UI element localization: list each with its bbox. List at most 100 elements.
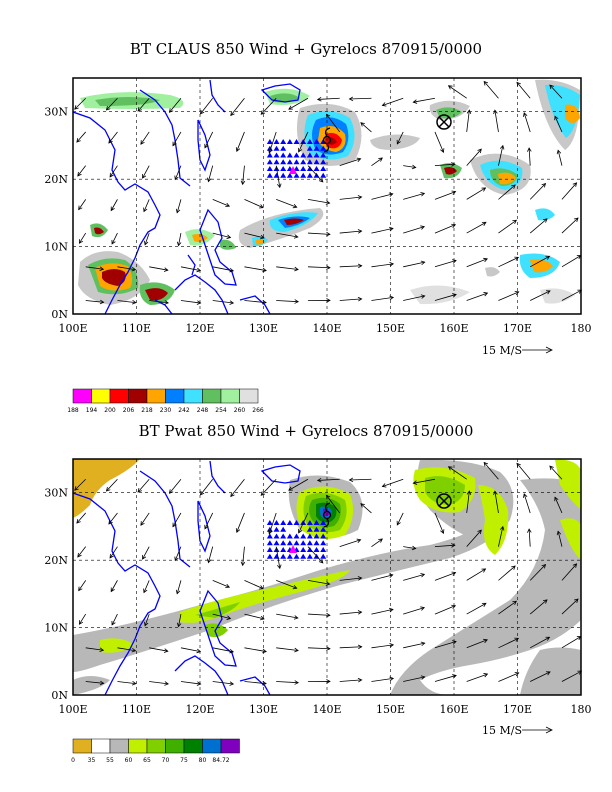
wind-vector: [498, 637, 519, 649]
wind-vector-head: [294, 266, 299, 272]
triangle-marker: [273, 139, 280, 145]
wind-vector: [516, 82, 531, 99]
wind-vector: [178, 233, 182, 246]
wind-vector: [339, 230, 362, 234]
wind-vector-head: [545, 255, 551, 260]
wind-vector-head: [574, 217, 579, 222]
wind-vector-head: [483, 80, 489, 86]
colorbar-swatch: [146, 738, 166, 754]
wind-vector-head: [226, 615, 232, 620]
wind-vector-head: [326, 298, 331, 303]
wind-vector-head: [76, 519, 81, 524]
wind-vector: [498, 565, 516, 581]
wind-vector-head: [260, 234, 265, 240]
wind-vector: [149, 681, 169, 685]
wind-vector-head: [77, 552, 82, 558]
wind-vector: [142, 546, 150, 560]
wind-vector: [106, 478, 118, 492]
wind-vector-head: [516, 462, 521, 468]
wind-vector-head: [163, 648, 169, 653]
triangle-marker: [273, 520, 280, 526]
colorbar-swatch: [183, 738, 203, 754]
triangle-marker: [266, 533, 273, 539]
wind-vector: [498, 672, 519, 682]
wind-vector: [466, 602, 487, 615]
gyre-marker-circled-x: [436, 493, 452, 509]
wind-vector-head: [389, 295, 395, 301]
wind-vector-head: [144, 240, 149, 246]
wind-vector: [276, 266, 299, 270]
wind-vector: [349, 478, 372, 481]
wind-vector-head: [230, 492, 235, 498]
wind-vector-head: [357, 677, 363, 683]
lon-labels: 100E 110E 120E 130E 140E 150E 160E 170E 180: [58, 703, 591, 716]
wind-vector: [109, 165, 118, 178]
wind-vector: [307, 613, 330, 616]
colorbar-label: 60: [125, 757, 133, 764]
wind-vector: [85, 266, 104, 270]
triangle-marker: [266, 520, 273, 526]
wind-vector: [498, 219, 517, 234]
triangle-marker: [266, 159, 273, 165]
wind-vector-head: [240, 180, 246, 186]
triangle-marker: [266, 139, 273, 145]
triangle-marker: [320, 547, 327, 553]
triangle-marker: [280, 139, 287, 145]
wind-vector-head: [262, 267, 267, 273]
colorbar-swatch: [165, 738, 185, 754]
pwat-wind-map: 0N 10N 20N 30N 100E 110E 120E 130E 140E 150E 160E…: [44, 458, 592, 737]
wind-vector: [149, 647, 168, 652]
wind-vector-head: [230, 111, 235, 117]
wind-vector: [403, 295, 425, 301]
wind-vector-head: [316, 477, 322, 483]
wind-vector-head: [378, 538, 383, 543]
wind-vector: [549, 465, 563, 480]
wind-vector: [530, 255, 550, 268]
lon-label: 170E: [503, 703, 532, 716]
wind-vector: [244, 232, 265, 239]
wind-vector: [200, 478, 214, 496]
triangle-marker: [320, 526, 327, 532]
wind-vector: [276, 579, 297, 589]
triangle-marker: [266, 553, 273, 559]
wind-vector-head: [109, 553, 114, 559]
lat-label: 10N: [44, 241, 68, 254]
wind-vector-head: [481, 602, 487, 607]
wind-vector-head: [420, 192, 426, 197]
wind-vector: [178, 614, 182, 627]
lon-label: 110E: [122, 322, 151, 335]
colorbar-swatch: [183, 388, 203, 404]
wind-vector: [268, 512, 277, 534]
wind-vector-head: [451, 162, 456, 167]
wind-vector-head: [477, 529, 482, 535]
wind-vector: [143, 199, 150, 212]
wind-vector: [528, 529, 531, 547]
wind-vector: [554, 497, 563, 514]
wind-vector-head: [260, 491, 266, 496]
wind-vector-head: [196, 681, 202, 686]
triangle-marker: [266, 547, 273, 553]
colorbar-label: 194: [86, 407, 98, 414]
triangle-marker: [280, 540, 287, 546]
wind-vector: [528, 148, 531, 166]
wind-vector-head: [229, 648, 235, 654]
wind-vector: [180, 647, 201, 652]
wind-vector-head: [452, 674, 457, 679]
wind-vector: [244, 300, 267, 303]
wind-vector: [298, 512, 309, 534]
wind-vector-head: [163, 267, 169, 272]
triangle-marker: [273, 553, 280, 559]
panel1-title: BT CLAUS 850 Wind + Gyrelocs 870915/0000: [129, 40, 483, 58]
triangle-marker: [286, 520, 293, 526]
wind-vector: [212, 199, 230, 207]
colorbar-swatch: [72, 388, 92, 404]
wind-vector-head: [572, 182, 578, 187]
wind-vector-head: [556, 530, 562, 536]
wind-vector-head: [481, 568, 487, 573]
wind-vector-head: [204, 143, 209, 149]
wind-vector: [494, 110, 499, 133]
wind-vector: [403, 192, 425, 200]
wind-vector: [76, 131, 87, 143]
wind-vector-head: [199, 109, 205, 115]
lon-label: 160E: [439, 322, 468, 335]
